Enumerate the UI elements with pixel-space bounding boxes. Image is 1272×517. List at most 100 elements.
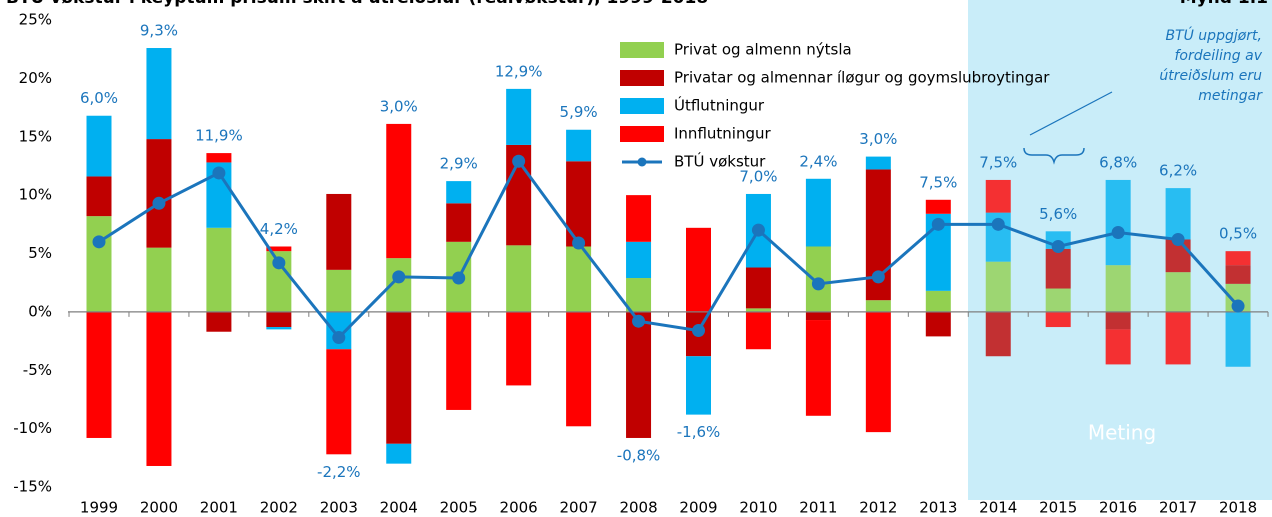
x-tick-label: 2009: [679, 499, 717, 517]
x-tick-label: 2018: [1219, 499, 1257, 517]
growth-point: [152, 196, 166, 210]
growth-point: [452, 271, 466, 285]
bar-segment: [626, 311, 652, 438]
growth-point: [692, 324, 705, 338]
bar-segment: [1165, 188, 1191, 240]
bar-segment: [86, 216, 112, 312]
bar-segment: [506, 245, 532, 312]
growth-point: [1171, 232, 1185, 246]
legend-label: Privat og almenn nýtsla: [674, 41, 852, 59]
y-tick-label: -5%: [23, 361, 52, 379]
legend-swatch: [620, 70, 664, 86]
bar-segment: [506, 311, 532, 386]
bar-segment: [1045, 288, 1071, 312]
growth-point: [991, 217, 1005, 231]
value-label: 6,0%: [80, 89, 118, 107]
value-label: 6,2%: [1159, 162, 1197, 180]
y-tick-label: 0%: [28, 302, 52, 320]
growth-point: [572, 236, 586, 250]
bar-segment: [86, 115, 112, 177]
growth-point: [1111, 225, 1125, 239]
annotation: fordeiling av: [1175, 48, 1263, 64]
value-label: 12,9%: [495, 62, 543, 80]
growth-point: [871, 270, 885, 284]
y-tick-label: 5%: [28, 244, 52, 262]
bar-segment: [925, 311, 951, 337]
bar-segment: [146, 48, 172, 140]
bar-segment: [326, 269, 352, 312]
x-tick-label: 2016: [1099, 499, 1137, 517]
bar-segment: [446, 203, 472, 242]
annotation: metingar: [1198, 88, 1263, 104]
x-tick-label: 2002: [260, 499, 298, 517]
bar-segment: [566, 311, 592, 427]
value-label: 9,3%: [140, 22, 178, 40]
x-tick-label: 2017: [1159, 499, 1197, 517]
legend-swatch: [620, 42, 664, 58]
value-label: 2,9%: [440, 155, 478, 173]
value-label: 5,6%: [1039, 205, 1077, 223]
growth-point: [751, 223, 765, 237]
growth-point: [92, 235, 106, 249]
value-label: 6,8%: [1099, 153, 1137, 171]
bar-segment: [266, 311, 292, 328]
bar-segment: [206, 311, 232, 332]
x-tick-label: 2004: [380, 499, 418, 517]
bar-segment: [805, 320, 831, 416]
bar-segment: [326, 193, 352, 270]
y-tick-label: -15%: [13, 478, 52, 496]
legend-dot: [637, 157, 647, 167]
x-tick-label: 2007: [560, 499, 598, 517]
x-tick-label: 2000: [140, 499, 178, 517]
bar-segment: [745, 308, 771, 312]
value-label: 3,0%: [859, 130, 897, 148]
growth-point: [931, 217, 945, 231]
figure-label: Mynd 1.1: [1180, 0, 1268, 8]
value-label: 0,5%: [1219, 225, 1257, 243]
bar-segment: [326, 349, 352, 455]
legend-swatch: [620, 98, 664, 114]
x-tick-label: 2010: [739, 499, 777, 517]
legend-label: Innflutningur: [674, 125, 771, 143]
value-label: -2,2%: [317, 463, 361, 481]
bar-segment: [805, 311, 831, 321]
bar-segment: [1105, 311, 1131, 330]
bar-segment: [985, 179, 1011, 213]
bar-segment: [206, 227, 232, 312]
y-tick-label: 20%: [19, 69, 52, 87]
growth-point: [1051, 239, 1065, 253]
bar-segment: [1105, 179, 1131, 266]
value-label: 11,9%: [195, 127, 243, 145]
x-tick-label: 2003: [320, 499, 358, 517]
y-tick-label: -10%: [13, 419, 52, 437]
bar-segment: [146, 247, 172, 312]
value-label: -0,8%: [617, 446, 661, 464]
bar-segment: [146, 139, 172, 248]
bar-segment: [86, 311, 112, 438]
bar-segment: [1225, 265, 1251, 284]
bar-segment: [206, 153, 232, 163]
bar-segment: [626, 278, 652, 312]
bar-segment: [1105, 329, 1131, 365]
bar-segment: [745, 267, 771, 309]
x-tick-label: 2013: [919, 499, 957, 517]
brace: [1023, 147, 1085, 165]
bar-segment: [626, 241, 652, 279]
bar-segment: [266, 327, 292, 330]
growth-line: [98, 158, 1240, 340]
bar-segment: [506, 88, 532, 145]
legend-label: BTÚ vøkstur: [674, 152, 766, 171]
bar-segment: [985, 261, 1011, 312]
bar-segment: [1165, 311, 1191, 365]
growth-point: [811, 277, 825, 291]
shaded-label: Meting: [1088, 421, 1156, 445]
value-label: 7,5%: [979, 153, 1017, 171]
x-tick-label: 2008: [619, 499, 657, 517]
chart-title: BTÚ vøkstur í keyptum prísum skift á útr…: [6, 0, 708, 8]
bar-segment: [1225, 251, 1251, 266]
value-label: 7,5%: [919, 173, 957, 191]
growth-point: [512, 154, 526, 168]
x-tick-label: 2012: [859, 499, 897, 517]
bar-segment: [985, 311, 1011, 357]
